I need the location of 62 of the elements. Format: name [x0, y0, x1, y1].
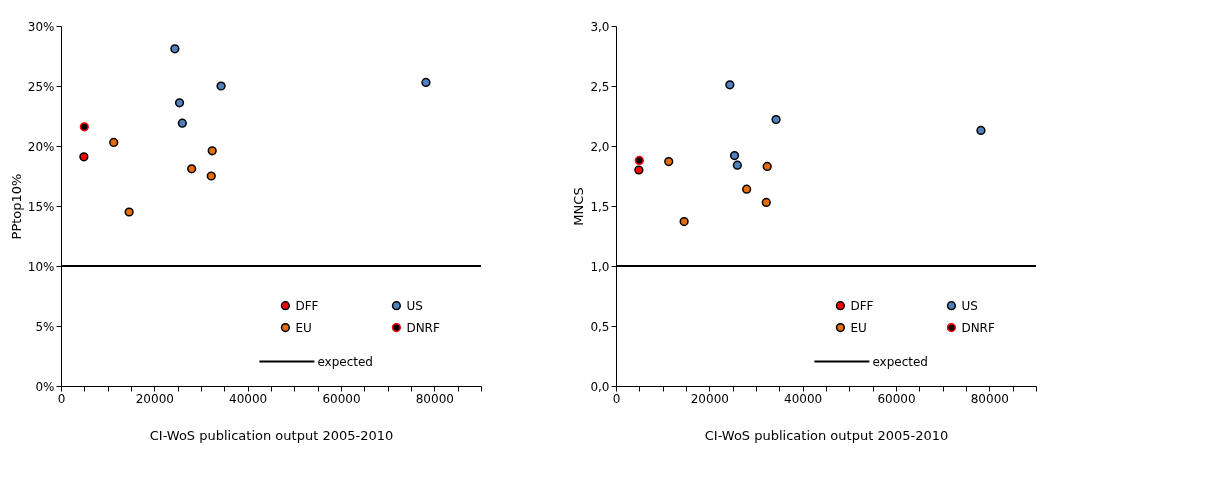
point: [725, 80, 735, 90]
point: [177, 118, 187, 128]
point: [170, 44, 180, 54]
y-tick-label: 5%: [35, 319, 55, 334]
legend-label: DNRF: [406, 320, 440, 335]
point: [421, 77, 431, 88]
point: [187, 164, 197, 174]
y-tick-label: 1,0: [590, 259, 610, 274]
y-tick-label: 0,0: [590, 379, 610, 394]
point: [664, 156, 674, 167]
x-tick-label: 20000: [690, 391, 729, 406]
point: [771, 114, 781, 125]
x-tick-label: 80000: [415, 391, 454, 406]
legend-label: expected: [317, 354, 373, 369]
point: [174, 98, 185, 108]
point: [732, 160, 742, 170]
legend-label: DNRF: [961, 320, 995, 335]
legend-label: US: [406, 298, 423, 313]
y-tick-label: 3,0: [590, 19, 610, 34]
legend-label: EU: [295, 320, 312, 335]
point: [124, 207, 134, 217]
point: [206, 171, 216, 181]
x-tick-label: 80000: [970, 391, 1009, 406]
y-tick-label: 2,0: [590, 139, 610, 154]
x-tick-label: 40000: [784, 391, 823, 406]
legend-label: DFF: [850, 298, 874, 313]
legend-label: US: [961, 298, 978, 313]
y-axis-title: PPtop10%: [8, 173, 24, 240]
legend-label: DFF: [295, 298, 319, 313]
y-tick-label: 1,5: [590, 199, 610, 214]
y-tick-label: 10%: [27, 259, 55, 274]
x-tick-label: 60000: [322, 391, 361, 406]
point: [634, 155, 644, 166]
x-tick-label: 20000: [135, 391, 174, 406]
point: [762, 161, 772, 172]
x-tick-label: 0: [57, 391, 66, 406]
x-tick-label: 0: [612, 391, 621, 406]
point: [976, 125, 986, 136]
point: [109, 137, 119, 148]
point: [761, 197, 771, 208]
legend-label: expected: [872, 354, 928, 369]
y-tick-label: 15%: [27, 199, 55, 214]
point: [216, 81, 226, 91]
y-tick-label: 0%: [35, 379, 55, 394]
y-tick-label: 30%: [27, 19, 55, 34]
y-tick-label: 0,5: [590, 319, 610, 334]
point: [742, 184, 752, 194]
point: [679, 216, 689, 227]
x-tick-label: 60000: [877, 391, 916, 406]
point: [79, 122, 89, 132]
legend-label: EU: [850, 320, 867, 335]
x-tick-label: 40000: [229, 391, 268, 406]
y-tick-label: 2,5: [590, 79, 610, 94]
x-axis-title: CI-WoS publication output 2005-2010: [149, 427, 394, 443]
y-tick-label: 25%: [27, 79, 55, 94]
point: [729, 150, 740, 161]
point: [207, 146, 217, 156]
point: [634, 165, 644, 175]
point: [79, 152, 89, 162]
y-axis-title: MNCS: [571, 187, 587, 226]
x-axis-title: CI-WoS publication output 2005-2010: [704, 427, 949, 443]
y-tick-label: 20%: [27, 139, 55, 154]
